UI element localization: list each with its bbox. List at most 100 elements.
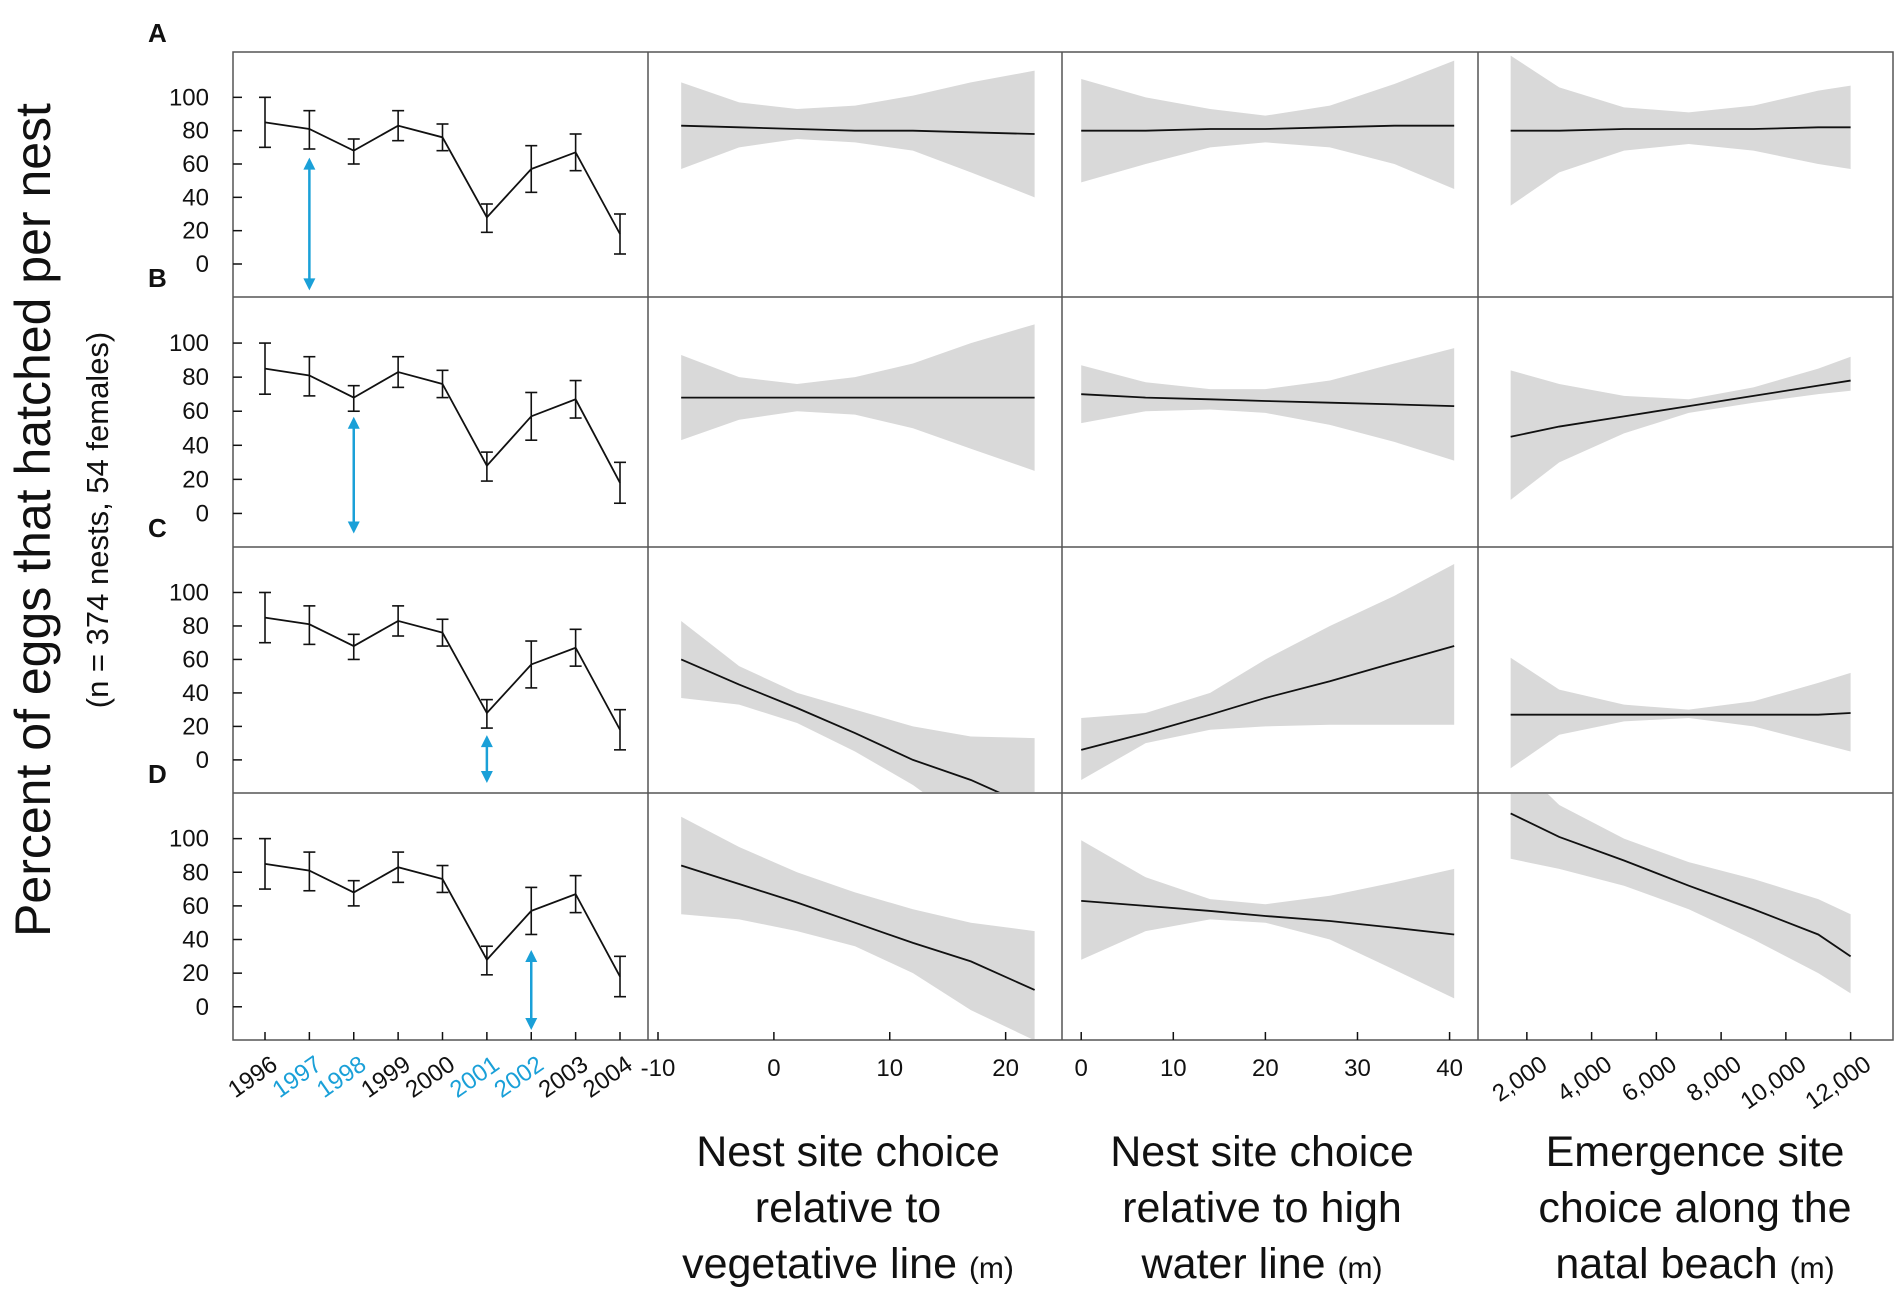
- x-title-unit: (m): [969, 1252, 1014, 1285]
- y-tick-label: 20: [182, 960, 209, 987]
- regression-line: [680, 864, 1035, 991]
- y-tick-label: 100: [169, 826, 209, 853]
- regression-line: [1081, 124, 1455, 132]
- x-tick-label: 8,000: [1682, 1051, 1747, 1108]
- y-tick-label: 100: [169, 330, 209, 357]
- y-tick-label: 0: [196, 994, 209, 1021]
- series-line: [264, 121, 621, 235]
- y-tick-label: 80: [182, 613, 209, 640]
- regression-panel: [1510, 794, 1852, 994]
- y-tick-label: 100: [169, 84, 209, 111]
- confidence-band: [1081, 564, 1455, 780]
- y-tick-label: 20: [182, 466, 209, 493]
- y-tick-label: 0: [196, 251, 209, 278]
- y-axis-title: Percent of eggs that hatched per nest: [5, 103, 61, 937]
- regression-line: [680, 658, 1001, 792]
- series-line: [264, 616, 621, 731]
- regression-panel: [680, 816, 1035, 1039]
- y-tick-label: 60: [182, 398, 209, 425]
- highlight-arrow-head: [303, 157, 316, 170]
- regression-panel: [681, 324, 1035, 471]
- highlight-arrow-head: [525, 1017, 538, 1030]
- year-panel: 0 20 40 60 80 100: [169, 826, 626, 1030]
- regression-panel: [680, 620, 1035, 792]
- y-tick-label: 40: [182, 184, 209, 211]
- regression-panel: [1081, 60, 1455, 189]
- regression-panel: [1510, 657, 1851, 769]
- year-panel: 0 20 40 60 80 100: [169, 84, 626, 291]
- y-tick-label: 80: [182, 118, 209, 145]
- confidence-band: [1081, 348, 1455, 461]
- confidence-band: [681, 816, 1035, 1039]
- y-tick-label: 60: [182, 151, 209, 178]
- regression-panel: [1080, 564, 1455, 780]
- x-title-line: Nest site choice: [1110, 1128, 1414, 1176]
- confidence-band: [1081, 60, 1455, 189]
- confidence-band: [1510, 657, 1851, 769]
- y-tick-label: 80: [182, 364, 209, 391]
- year-panel: 0 20 40 60 80 100: [169, 330, 626, 534]
- regression-panel: [1510, 55, 1851, 206]
- regression-panel: [1510, 356, 1851, 500]
- x-tick-label: 0: [1075, 1055, 1088, 1082]
- highlight-arrow-head: [347, 416, 360, 429]
- regression-line: [1510, 712, 1851, 716]
- x-title-text: natal beach: [1555, 1240, 1777, 1288]
- x-tick-label: 12,000: [1800, 1051, 1876, 1115]
- x-tick-label: 40: [1436, 1055, 1463, 1082]
- row-label: A: [148, 18, 167, 48]
- x-tick-label-year: 2004: [578, 1051, 637, 1104]
- confidence-band: [1510, 55, 1851, 206]
- year-panel: 0 20 40 60 80 100: [169, 579, 626, 783]
- regression-line: [1081, 899, 1455, 936]
- y-tick-label: 20: [182, 218, 209, 245]
- x-title-line: Emergence site: [1546, 1128, 1845, 1176]
- x-axis-title-natal-beach: Emergence site choice along the natal be…: [1538, 1128, 1851, 1288]
- row-labels: A B C D: [148, 18, 167, 789]
- regression-panel: [1081, 840, 1455, 999]
- x-title-line: water line (m): [1141, 1240, 1383, 1288]
- regression-panel: [681, 70, 1035, 198]
- regression-line: [1080, 645, 1455, 751]
- x-title-line: relative to: [755, 1184, 941, 1232]
- y-axis-subtitle: (n = 374 nests, 54 females): [80, 332, 115, 709]
- x-tick-label: 20: [992, 1055, 1019, 1082]
- regression-line: [1510, 379, 1851, 438]
- y-tick-label: 40: [182, 927, 209, 954]
- regression-line: [1510, 812, 1852, 958]
- x-tick-label: -10: [641, 1055, 676, 1082]
- x-title-line: choice along the: [1538, 1184, 1851, 1232]
- regression-line: [1081, 393, 1455, 408]
- panels: 0 20 40 60 80 100 0 20 40 60 80 100 0 20 40 60 80 100 0 20 4…: [169, 51, 1894, 1041]
- row-label: B: [148, 263, 167, 293]
- row-label: C: [148, 513, 167, 543]
- x-tick-label: 20: [1252, 1055, 1279, 1082]
- series-line: [264, 862, 621, 977]
- confidence-band: [1081, 840, 1455, 999]
- y-tick-label: 0: [196, 747, 209, 774]
- x-title-unit: (m): [1790, 1252, 1835, 1285]
- y-tick-label: 40: [182, 432, 209, 459]
- x-tick-label: 2,000: [1488, 1051, 1553, 1108]
- series-line: [264, 367, 621, 484]
- y-tick-label: 60: [182, 893, 209, 920]
- y-tick-label: 20: [182, 713, 209, 740]
- x-title-line: Nest site choice: [696, 1128, 1000, 1176]
- x-title-unit: (m): [1338, 1252, 1383, 1285]
- highlight-arrow-head: [303, 278, 316, 291]
- x-title-text: water line: [1141, 1240, 1326, 1288]
- regression-panel: [1081, 348, 1455, 461]
- x-tick-label: 10: [1160, 1055, 1187, 1082]
- confidence-band: [1510, 794, 1851, 994]
- x-tick-label: 6,000: [1617, 1051, 1682, 1108]
- highlight-arrow-head: [480, 735, 493, 748]
- highlight-arrow-head: [525, 949, 538, 962]
- x-tick-label: 10,000: [1736, 1051, 1812, 1115]
- y-tick-label: 60: [182, 646, 209, 673]
- x-title-line: vegetative line (m): [682, 1240, 1014, 1288]
- x-title-line: natal beach (m): [1555, 1240, 1834, 1288]
- x-tick-label: 0: [767, 1055, 780, 1082]
- x-axis-title-high-water-line: Nest site choice relative to high water …: [1110, 1128, 1414, 1288]
